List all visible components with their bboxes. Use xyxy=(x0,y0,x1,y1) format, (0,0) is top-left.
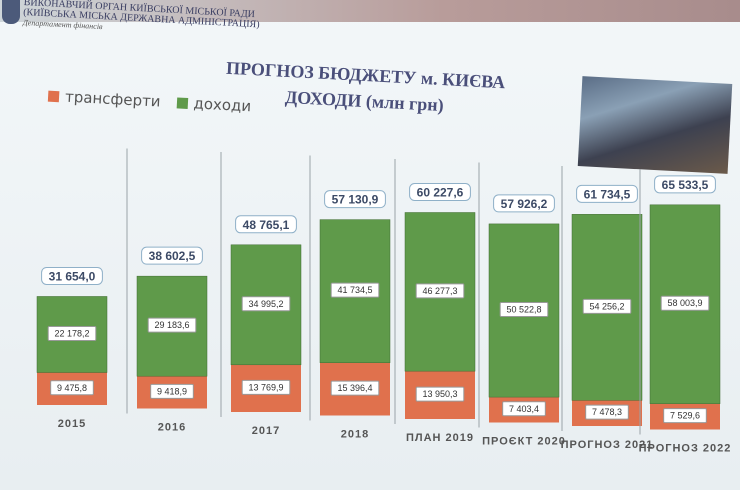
revenue-data-label: 54 256,2 xyxy=(589,301,624,311)
revenue-data-label-box xyxy=(47,325,97,341)
revenue-data-label-box xyxy=(660,295,710,311)
total-data-label: 57 926,2 xyxy=(501,197,548,211)
total-data-label: 57 130,9 xyxy=(332,193,379,207)
revenue-data-label: 58 003,9 xyxy=(667,298,702,308)
total-data-label: 61 734,5 xyxy=(584,187,631,201)
revenue-data-label-box xyxy=(330,282,380,298)
revenue-data-label-box xyxy=(499,302,549,318)
x-tick-label: 2017 xyxy=(252,425,280,437)
transfers-data-label: 7 403,4 xyxy=(509,404,539,414)
transfers-data-label-box xyxy=(585,404,629,420)
transfers-data-label-box xyxy=(330,380,380,396)
revenue-data-label-box xyxy=(147,317,197,333)
revenue-data-label: 34 995,2 xyxy=(248,299,283,309)
revenue-data-label-box xyxy=(241,296,291,312)
total-data-label: 65 533,5 xyxy=(662,178,709,192)
transfers-data-label: 15 396,4 xyxy=(337,383,372,393)
x-tick-label: 2016 xyxy=(158,422,186,434)
total-data-label-box xyxy=(576,184,638,203)
transfers-data-label: 13 769,9 xyxy=(248,382,283,392)
x-tick-label: ПЛАН 2019 xyxy=(406,432,474,444)
total-data-label: 60 227,6 xyxy=(417,186,464,200)
total-data-label: 38 602,5 xyxy=(149,249,196,263)
revenue-data-label: 29 183,6 xyxy=(154,320,189,330)
total-data-label-box xyxy=(235,215,297,234)
transfers-data-label: 13 950,3 xyxy=(422,389,457,399)
revenue-data-label-box xyxy=(415,283,465,299)
transfers-data-label-box xyxy=(150,383,194,399)
transfers-data-label: 9 418,9 xyxy=(157,386,187,396)
transfers-data-label-box xyxy=(663,408,707,424)
transfers-data-label-box xyxy=(50,380,94,396)
transfers-data-label: 9 475,8 xyxy=(57,383,87,393)
x-tick-label: ПРОЄКТ 2020 xyxy=(482,436,566,448)
x-tick-label: ПРОГНОЗ 2021 xyxy=(561,439,654,451)
revenue-data-label: 22 178,2 xyxy=(54,328,89,338)
x-tick-label: 2018 xyxy=(341,429,369,441)
x-tick-label: ПРОГНОЗ 2022 xyxy=(639,443,732,455)
transfers-data-label-box xyxy=(415,386,465,402)
total-data-label-box xyxy=(324,190,386,209)
total-data-label-box xyxy=(141,246,203,265)
transfers-data-label-box xyxy=(241,379,291,395)
kyiv-coat-of-arms-logo xyxy=(2,0,20,24)
total-data-label-box xyxy=(493,194,555,213)
total-data-label-box xyxy=(41,266,103,285)
total-data-label-box xyxy=(654,175,716,194)
total-data-label: 31 654,0 xyxy=(49,269,96,283)
revenue-data-label-box xyxy=(582,298,632,314)
revenue-data-label: 46 277,3 xyxy=(422,286,457,296)
revenue-data-label: 50 522,8 xyxy=(506,305,541,315)
x-tick-label: 2015 xyxy=(58,418,86,430)
transfers-data-label: 7 529,6 xyxy=(670,411,700,421)
total-data-label-box xyxy=(409,183,471,202)
total-data-label: 48 765,1 xyxy=(243,218,290,232)
top-band xyxy=(0,0,740,22)
transfers-data-label: 7 478,3 xyxy=(592,407,622,417)
transfers-data-label-box xyxy=(502,401,546,417)
revenue-data-label: 41 734,5 xyxy=(337,285,372,295)
